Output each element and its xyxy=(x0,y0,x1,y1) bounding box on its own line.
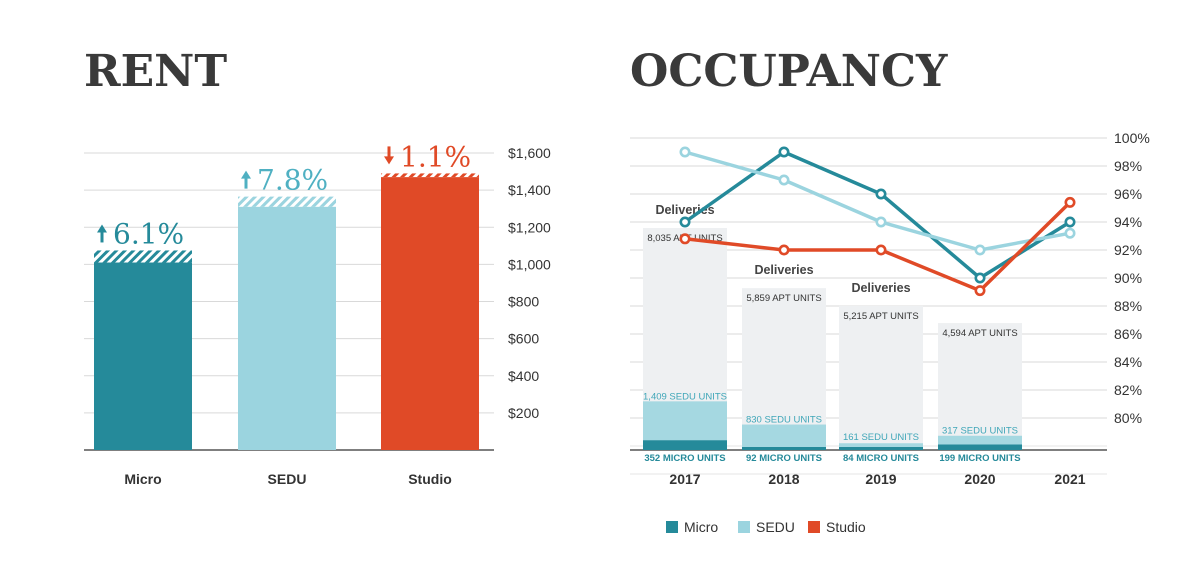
rent-title: RENT xyxy=(84,46,227,97)
occ-point-studio xyxy=(679,233,691,245)
delivery-sedu-bar xyxy=(742,424,826,450)
rent-bar-micro xyxy=(94,262,192,450)
occ-point-micro xyxy=(974,272,986,284)
rent-y-tick-label: $400 xyxy=(508,368,539,384)
occ-point-sedu xyxy=(778,174,790,186)
occ-y-tick-label: 82% xyxy=(1114,382,1142,398)
delivery-micro-bar xyxy=(938,444,1022,450)
rent-change-band xyxy=(381,173,479,178)
delivery-micro-bar xyxy=(742,447,826,450)
rent-y-tick-label: $200 xyxy=(508,405,539,421)
delivery-micro-label: 92 MICRO UNITS xyxy=(746,453,822,464)
occ-y-tick-label: 80% xyxy=(1114,410,1142,426)
delivery-micro-bar xyxy=(839,447,923,450)
delivery-sedu-bar xyxy=(839,443,923,450)
occ-point-micro xyxy=(875,188,887,200)
occ-y-tick-label: 94% xyxy=(1114,214,1142,230)
delivery-sedu-label: 1,409 SEDU UNITS xyxy=(643,391,727,402)
delivery-sedu-label: 830 SEDU UNITS xyxy=(746,415,822,426)
occupancy-legend: Micro SEDU Studio xyxy=(666,519,866,535)
legend-swatch-studio xyxy=(808,521,820,533)
occ-y-tick-label: 100% xyxy=(1114,130,1150,146)
rent-change-label: 7.8% xyxy=(257,164,328,197)
legend-swatch-micro xyxy=(666,521,678,533)
rent-y-tick-label: $1,400 xyxy=(508,182,551,198)
delivery-sedu-label: 317 SEDU UNITS xyxy=(942,426,1018,437)
rent-change-label: 1.1% xyxy=(400,140,471,173)
occ-x-tick-label: 2018 xyxy=(768,471,799,487)
delivery-apt-bar xyxy=(839,305,923,450)
delivery-micro-label: 84 MICRO UNITS xyxy=(843,453,919,464)
arrow-head xyxy=(241,170,251,179)
arrow-head xyxy=(97,224,107,233)
rent-category-label: SEDU xyxy=(268,471,307,487)
rent-change-label: 6.1% xyxy=(113,217,184,250)
occupancy-labels: 80% 82% 84% 86% 88% 90% 92% 94% 96% 98% 100% 2017 20… xyxy=(669,130,1149,487)
occ-y-tick-label: 84% xyxy=(1114,354,1142,370)
occ-point-sedu xyxy=(974,244,986,256)
rent-bar-studio xyxy=(381,177,479,450)
rent-y-tick-label: $1,000 xyxy=(508,256,551,272)
legend-label-sedu: SEDU xyxy=(756,519,795,535)
delivery-apt-bar xyxy=(742,288,826,450)
delivery-heading: Deliveries xyxy=(754,263,813,277)
arrow-up-icon xyxy=(97,224,107,243)
delivery-apt-label: 5,215 APT UNITS xyxy=(843,311,918,322)
occupancy-lines xyxy=(679,146,1076,297)
arrow-head xyxy=(384,156,394,165)
occ-point-studio xyxy=(875,244,887,256)
rent-category-label: Micro xyxy=(124,471,161,487)
occ-line-sedu xyxy=(684,150,1071,252)
delivery-micro-label: 352 MICRO UNITS xyxy=(644,453,725,464)
occ-y-tick-label: 86% xyxy=(1114,326,1142,342)
rent-change-band xyxy=(94,250,192,263)
rent-y-tick-label: $600 xyxy=(508,331,539,347)
arrow-shaft xyxy=(387,146,391,158)
occ-y-tick-label: 98% xyxy=(1114,158,1142,174)
occ-x-tick-label: 2017 xyxy=(669,471,700,487)
rent-bar-sedu xyxy=(238,206,336,450)
occ-y-tick-label: 88% xyxy=(1114,298,1142,314)
rent-y-tick-label: $1,600 xyxy=(508,145,551,161)
legend-label-studio: Studio xyxy=(826,519,866,535)
rent-labels: $200 $400 $600 $800 $1,000 $1,200 $1,400 $1,600… xyxy=(97,140,551,487)
occ-point-studio xyxy=(1064,196,1076,208)
rent-y-tick-label: $1,200 xyxy=(508,219,551,235)
occ-x-tick-label: 2019 xyxy=(865,471,896,487)
delivery-apt-label: 4,594 APT UNITS xyxy=(942,328,1017,339)
occ-y-tick-label: 96% xyxy=(1114,186,1142,202)
occ-point-micro xyxy=(679,216,691,228)
occ-point-micro xyxy=(1064,216,1076,228)
rent-category-label: Studio xyxy=(408,471,452,487)
delivery-apt-bar xyxy=(938,323,1022,450)
occ-y-tick-label: 92% xyxy=(1114,242,1142,258)
occ-point-sedu xyxy=(679,146,691,158)
delivery-sedu-label: 161 SEDU UNITS xyxy=(843,432,919,443)
occ-y-tick-label: 90% xyxy=(1114,270,1142,286)
arrow-shaft xyxy=(100,231,104,243)
legend-swatch-sedu xyxy=(738,521,750,533)
occ-point-studio xyxy=(974,285,986,297)
delivery-heading: Deliveries xyxy=(851,281,910,295)
delivery-heading: Deliveries xyxy=(655,203,714,217)
occ-point-sedu xyxy=(1064,227,1076,239)
arrow-down-icon xyxy=(384,146,394,165)
arrow-shaft xyxy=(244,177,248,189)
delivery-micro-bar xyxy=(643,440,727,450)
legend-label-micro: Micro xyxy=(684,519,718,535)
delivery-micro-label: 199 MICRO UNITS xyxy=(939,453,1020,464)
occ-point-micro xyxy=(778,146,790,158)
occ-x-tick-label: 2020 xyxy=(964,471,995,487)
occ-point-sedu xyxy=(875,216,887,228)
arrow-up-icon xyxy=(241,170,251,189)
occ-x-tick-label: 2021 xyxy=(1054,471,1085,487)
occ-point-studio xyxy=(778,244,790,256)
delivery-apt-label: 5,859 APT UNITS xyxy=(746,293,821,304)
occupancy-title: OCCUPANCY xyxy=(630,46,948,97)
rent-change-band xyxy=(238,196,336,207)
rent-bars xyxy=(94,173,479,450)
rent-y-tick-label: $800 xyxy=(508,294,539,310)
